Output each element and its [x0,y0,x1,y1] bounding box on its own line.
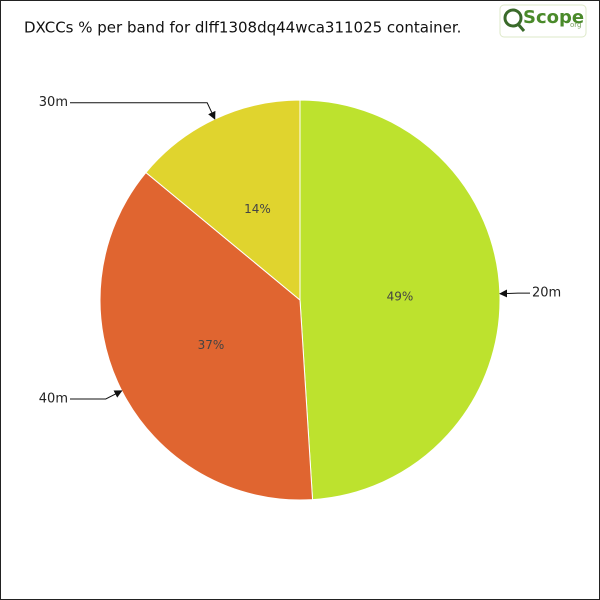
chart-title: DXCCs % per band for dlff1308dq44wca3110… [24,19,461,37]
value-label: 37% [198,338,225,352]
logo: Scope org [499,4,587,38]
logo-icon-handle [516,23,526,32]
category-label: 40m [39,391,68,406]
category-label: 20m [532,286,561,301]
leader-line [70,390,123,400]
category-label: 30m [39,95,68,110]
value-label: 49% [387,289,414,303]
value-label: 14% [244,202,271,216]
leader-line [499,289,530,298]
logo-text: Scope [523,7,584,28]
logo-icon [503,8,523,28]
leader-line [70,102,216,120]
logo-suffix: org [570,21,581,29]
